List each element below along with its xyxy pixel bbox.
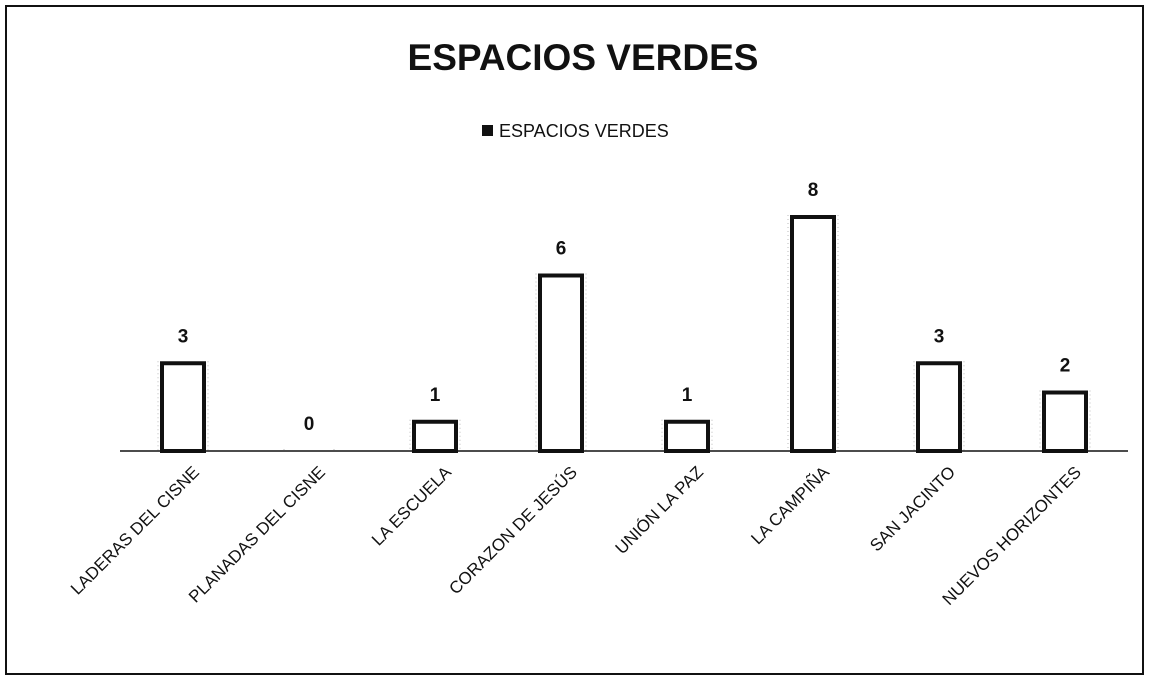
bar — [790, 215, 836, 453]
legend-label: ESPACIOS VERDES — [499, 121, 669, 141]
data-label: 0 — [304, 414, 315, 435]
chart-title: ESPACIOS VERDES — [408, 37, 759, 78]
data-label: 3 — [178, 326, 189, 347]
bar — [1042, 390, 1088, 453]
bar — [916, 361, 962, 453]
data-label: 6 — [556, 239, 567, 260]
data-label: 1 — [430, 385, 441, 406]
data-label: 8 — [808, 180, 819, 201]
data-label: 2 — [1060, 356, 1071, 377]
bar — [664, 419, 710, 453]
legend-swatch — [482, 125, 493, 136]
data-label: 1 — [682, 385, 693, 406]
bar — [412, 419, 458, 453]
bar — [160, 361, 206, 453]
bar — [538, 273, 584, 453]
data-label: 3 — [934, 326, 945, 347]
